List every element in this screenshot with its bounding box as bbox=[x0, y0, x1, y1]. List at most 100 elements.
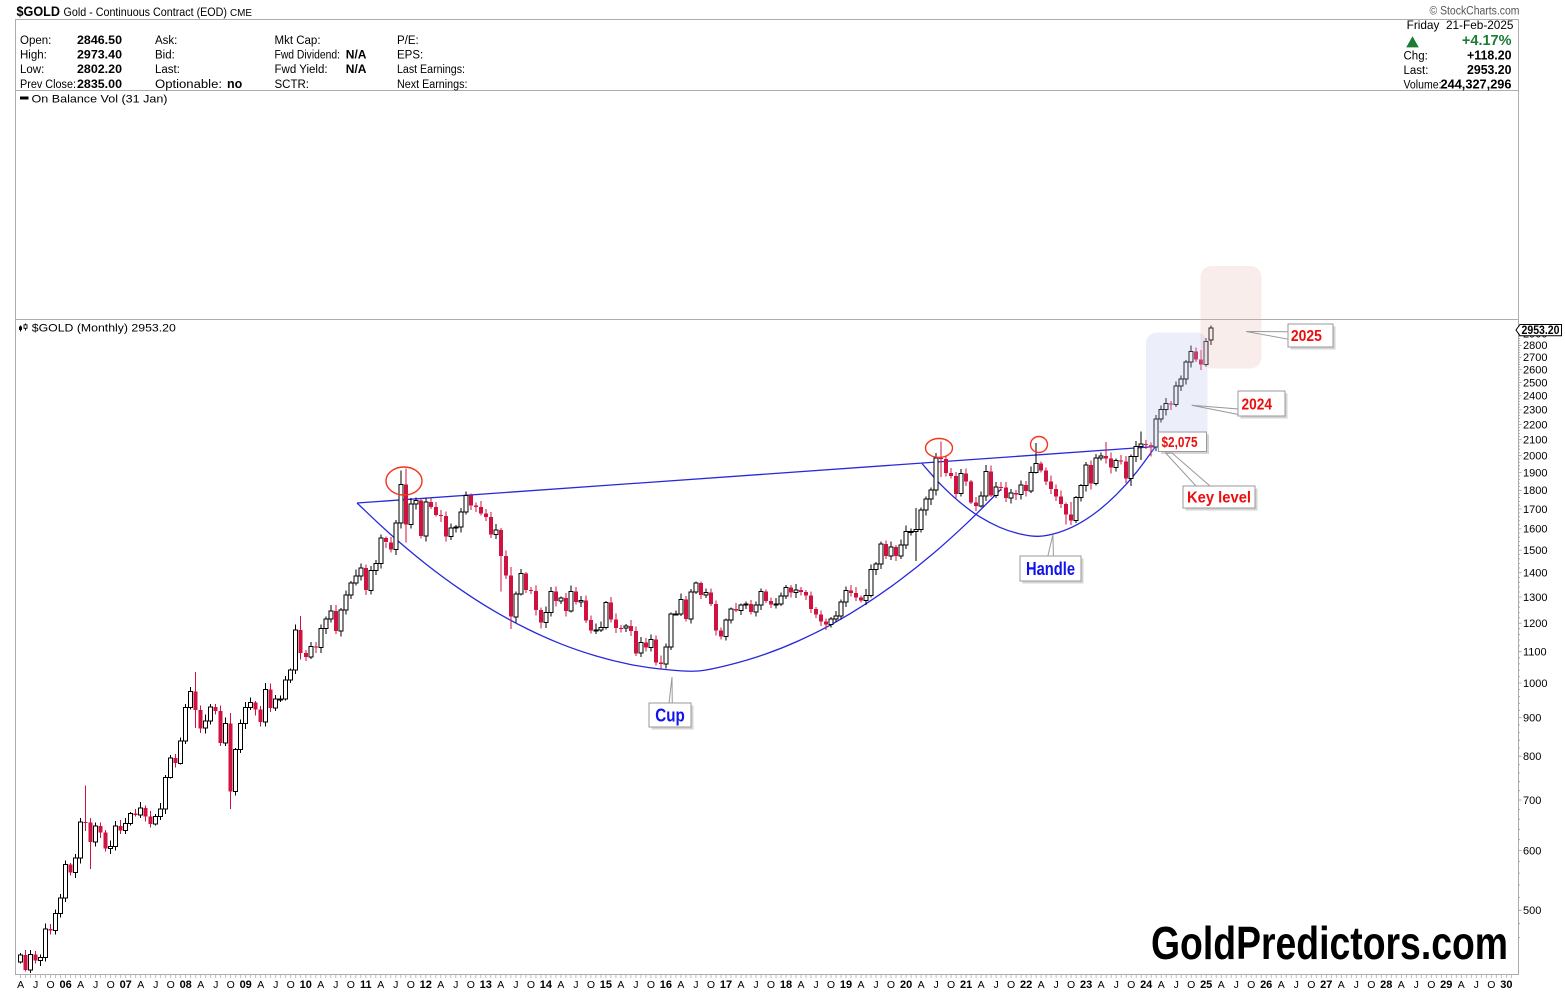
svg-text:26: 26 bbox=[1260, 979, 1272, 991]
svg-text:A: A bbox=[918, 979, 925, 991]
svg-text:2953.20: 2953.20 bbox=[1467, 63, 1512, 77]
svg-text:N/A: N/A bbox=[346, 62, 367, 76]
svg-text:Chg:: Chg: bbox=[1404, 50, 1428, 62]
svg-text:12: 12 bbox=[420, 979, 432, 991]
svg-text:A: A bbox=[1278, 979, 1285, 991]
svg-text:+118.20: +118.20 bbox=[1467, 48, 1512, 62]
svg-text:J: J bbox=[573, 979, 578, 991]
svg-text:Handle: Handle bbox=[1026, 558, 1075, 579]
svg-text:2846.50: 2846.50 bbox=[77, 33, 122, 47]
svg-text:O: O bbox=[407, 979, 415, 991]
svg-text:20: 20 bbox=[900, 979, 912, 991]
svg-text:1100: 1100 bbox=[1523, 647, 1547, 659]
svg-text:O: O bbox=[347, 979, 355, 991]
svg-text:O: O bbox=[1187, 979, 1195, 991]
svg-text:25: 25 bbox=[1200, 979, 1212, 991]
svg-text:no: no bbox=[227, 77, 243, 91]
svg-text:J: J bbox=[633, 979, 638, 991]
svg-text:J: J bbox=[873, 979, 878, 991]
svg-text:15: 15 bbox=[600, 979, 612, 991]
svg-text:O: O bbox=[1007, 979, 1015, 991]
svg-text:Volume:: Volume: bbox=[1404, 79, 1442, 91]
svg-text:J: J bbox=[1053, 979, 1058, 991]
svg-text:A: A bbox=[1338, 979, 1345, 991]
svg-text:Bid:: Bid: bbox=[155, 50, 175, 62]
svg-text:O: O bbox=[587, 979, 595, 991]
svg-text:A: A bbox=[257, 979, 264, 991]
svg-text:Last:: Last: bbox=[155, 64, 180, 76]
svg-text:Next Earnings:: Next Earnings: bbox=[397, 79, 468, 91]
svg-text:O: O bbox=[1127, 979, 1135, 991]
svg-text:J: J bbox=[333, 979, 338, 991]
svg-text:O: O bbox=[287, 979, 295, 991]
svg-text:09: 09 bbox=[240, 979, 252, 991]
svg-text:O: O bbox=[1247, 979, 1255, 991]
svg-text:500: 500 bbox=[1523, 905, 1541, 917]
svg-text:2100: 2100 bbox=[1523, 435, 1547, 447]
svg-text:J: J bbox=[933, 979, 938, 991]
svg-text:21: 21 bbox=[960, 979, 972, 991]
svg-text:A: A bbox=[1158, 979, 1165, 991]
svg-text:O: O bbox=[647, 979, 655, 991]
svg-text:Fwd Dividend:: Fwd Dividend: bbox=[275, 50, 341, 62]
svg-text:O: O bbox=[767, 979, 775, 991]
svg-text:Key level: Key level bbox=[1187, 490, 1251, 507]
svg-text:2953.20: 2953.20 bbox=[1522, 323, 1560, 337]
svg-text:Cup: Cup bbox=[655, 705, 685, 726]
svg-text:A: A bbox=[617, 979, 624, 991]
svg-text:Open:: Open: bbox=[20, 35, 51, 47]
svg-text:SCTR:: SCTR: bbox=[275, 79, 310, 91]
svg-text:A: A bbox=[857, 979, 864, 991]
svg-text:A: A bbox=[197, 979, 204, 991]
svg-text:A: A bbox=[137, 979, 144, 991]
svg-text:2200: 2200 bbox=[1523, 419, 1547, 431]
svg-text:Low:: Low: bbox=[20, 64, 44, 76]
svg-text:27: 27 bbox=[1320, 979, 1332, 991]
svg-text:J: J bbox=[273, 979, 278, 991]
svg-text:19: 19 bbox=[840, 979, 852, 991]
svg-text:J: J bbox=[813, 979, 818, 991]
svg-text:07: 07 bbox=[120, 979, 132, 991]
svg-text:2835.00: 2835.00 bbox=[77, 77, 122, 91]
svg-text:2600: 2600 bbox=[1523, 365, 1547, 377]
svg-text:700: 700 bbox=[1523, 795, 1541, 807]
svg-text:$GOLD: $GOLD bbox=[17, 3, 61, 19]
svg-text:J: J bbox=[213, 979, 218, 991]
svg-text:J: J bbox=[993, 979, 998, 991]
svg-text:A: A bbox=[1038, 979, 1045, 991]
svg-text:Last Earnings:: Last Earnings: bbox=[397, 64, 465, 76]
svg-text:P/E:: P/E: bbox=[397, 35, 419, 47]
svg-text:+4.17%: +4.17% bbox=[1462, 33, 1512, 49]
svg-text:10: 10 bbox=[300, 979, 312, 991]
svg-text:J: J bbox=[93, 979, 98, 991]
svg-text:900: 900 bbox=[1523, 712, 1541, 724]
svg-text:1900: 1900 bbox=[1523, 467, 1547, 479]
svg-text:A: A bbox=[1218, 979, 1225, 991]
svg-text:17: 17 bbox=[720, 979, 732, 991]
svg-text:$2,075: $2,075 bbox=[1162, 434, 1198, 451]
svg-text:O: O bbox=[707, 979, 715, 991]
svg-text:1400: 1400 bbox=[1523, 568, 1547, 580]
svg-text:28: 28 bbox=[1380, 979, 1392, 991]
svg-text:22: 22 bbox=[1020, 979, 1032, 991]
svg-text:High:: High: bbox=[20, 50, 47, 62]
svg-text:GoldPredictors.com: GoldPredictors.com bbox=[1151, 917, 1508, 969]
svg-text:Ask:: Ask: bbox=[155, 35, 177, 47]
svg-text:11: 11 bbox=[360, 979, 372, 991]
svg-text:16: 16 bbox=[660, 979, 672, 991]
svg-text:A: A bbox=[317, 979, 324, 991]
svg-text:O: O bbox=[1307, 979, 1315, 991]
svg-text:29: 29 bbox=[1440, 979, 1452, 991]
svg-text:N/A: N/A bbox=[346, 48, 367, 62]
svg-text:18: 18 bbox=[780, 979, 792, 991]
svg-text:J: J bbox=[453, 979, 458, 991]
svg-text:O: O bbox=[947, 979, 955, 991]
svg-text:J: J bbox=[1294, 979, 1299, 991]
svg-text:O: O bbox=[1367, 979, 1375, 991]
svg-text:EPS:: EPS: bbox=[397, 50, 423, 62]
svg-text:2024: 2024 bbox=[1242, 396, 1273, 413]
svg-text:A: A bbox=[978, 979, 985, 991]
svg-text:1700: 1700 bbox=[1523, 504, 1547, 516]
svg-text:Friday 21-Feb-2025: Friday 21-Feb-2025 bbox=[1407, 18, 1514, 32]
svg-text:J: J bbox=[1174, 979, 1179, 991]
